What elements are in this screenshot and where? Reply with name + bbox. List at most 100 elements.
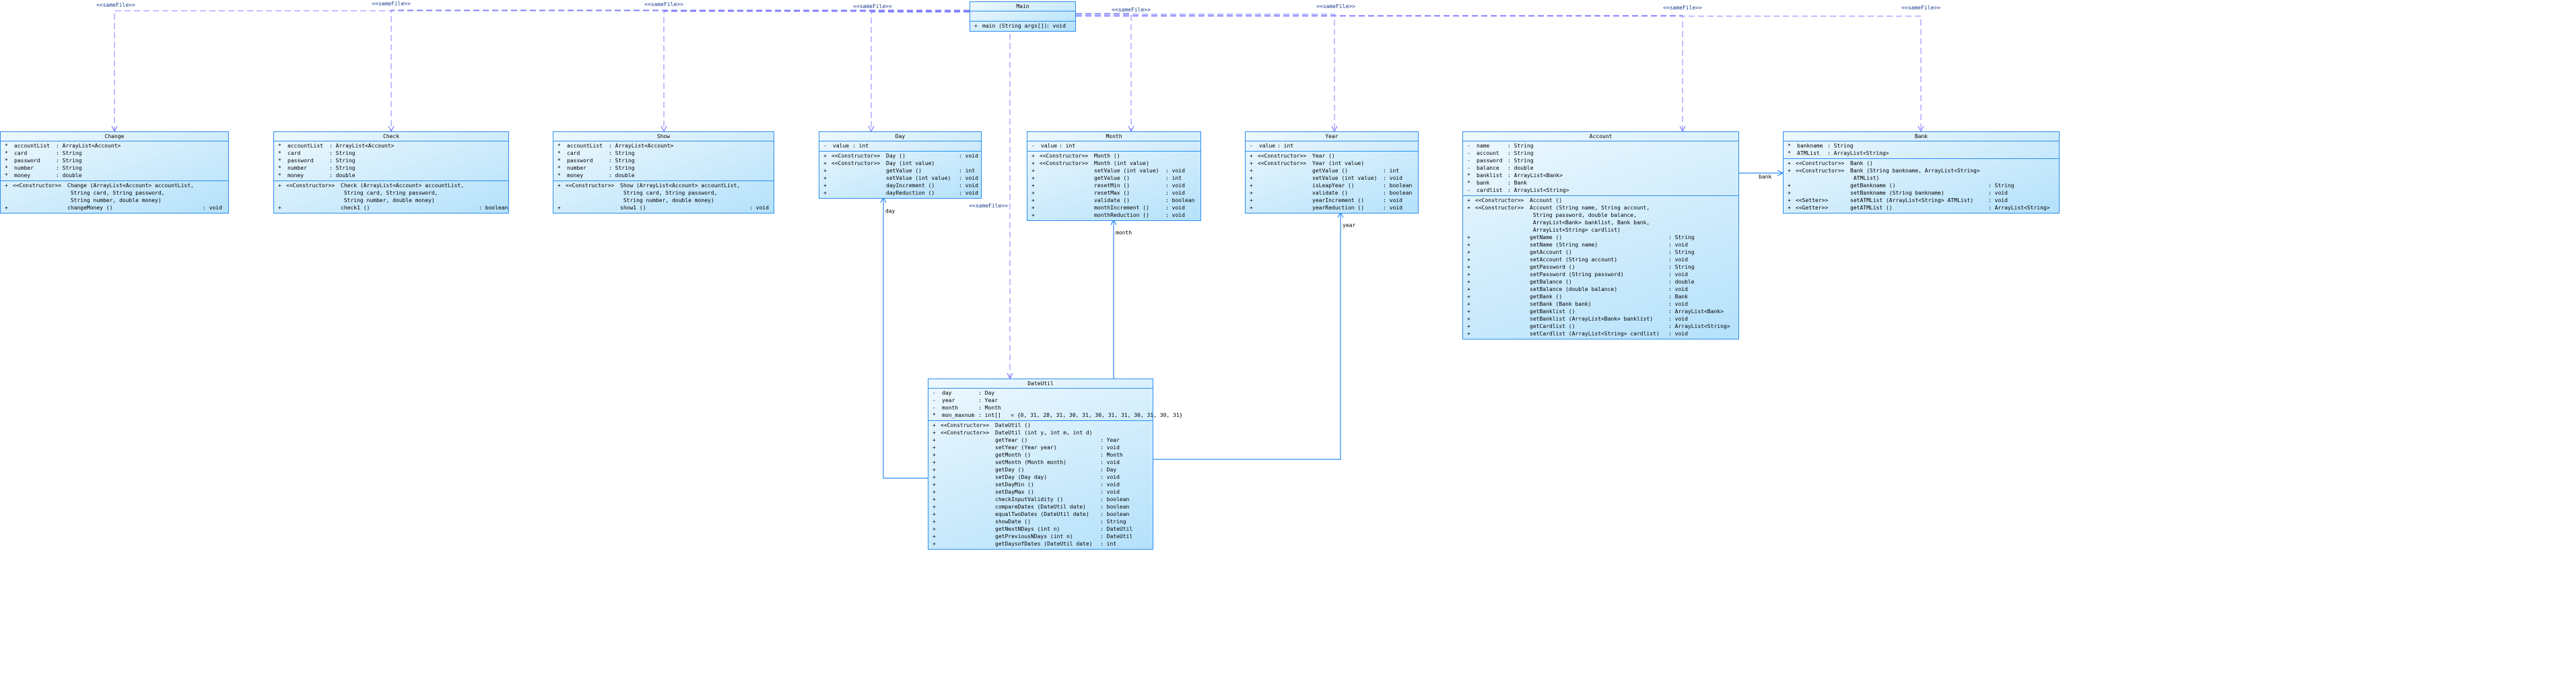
operation-row[interactable]: + checkInputValidity () boolean (933, 496, 1153, 503)
operation-row[interactable]: + check1 () boolean (278, 204, 508, 211)
attribute-row: -valueint (1250, 142, 1418, 150)
operation-row[interactable]: + dayIncrement () void (823, 182, 981, 189)
operation-row[interactable]: + <<Setter>> setATMList (ArrayList<String>… (1788, 197, 2059, 204)
operation-row[interactable]: + setDayMax () void (933, 488, 1153, 496)
visibility-marker: + (933, 445, 936, 451)
operation-row[interactable]: + <<Constructor>> Year () (1250, 152, 1418, 160)
operation-row[interactable]: + setBankname (String bankname) void (1788, 189, 2059, 197)
operation-row[interactable]: + <<Constructor>> Day () void (823, 152, 981, 160)
operation-row[interactable]: + setAccount (String account) void (1467, 256, 1738, 263)
operation-row[interactable]: + setBalance (double balance) void (1467, 286, 1738, 293)
operation-row[interactable]: + resetMin () void (1031, 182, 1200, 189)
class-month[interactable]: Month-valueint+<<Constructor>>Month ()+<… (1027, 131, 1201, 221)
operation-row[interactable]: + getBanklist () ArrayList<Bank> (1467, 308, 1738, 315)
operation-row[interactable]: + getNextNDays (int n) DateUtil (933, 525, 1153, 533)
operation-row[interactable]: + main (String args[])void (974, 22, 1075, 30)
class-dateutil[interactable]: DateUtil-dayDay-yearYear-monthMonth*mon_… (928, 379, 1182, 550)
operation-row[interactable]: + getCardlist () ArrayList<String> (1467, 323, 1738, 330)
operation-row[interactable]: + <<Constructor>> Change (ArrayList<Accoun… (5, 182, 228, 204)
class-title: Show (553, 132, 774, 141)
operation-row[interactable]: + <<Constructor>> Bank () (1788, 160, 2059, 167)
operation-row[interactable]: + equalTwoDates (DateUtil date) boolean (933, 511, 1153, 518)
operation-row[interactable]: + compareDates (DateUtil date) boolean (933, 503, 1153, 511)
operation-stereotype (1258, 189, 1312, 197)
visibility-marker: * (278, 143, 281, 149)
operation-row[interactable]: + <<Constructor>> Month (int value) (1031, 160, 1200, 167)
operation-row[interactable]: + <<Constructor>> Account (String name, St… (1467, 204, 1738, 234)
operation-row[interactable]: + <<Constructor>> Bank (String bankname, A… (1788, 167, 2059, 182)
operation-row[interactable]: + getValue () int (1250, 167, 1418, 174)
operation-row[interactable]: + <<Constructor>> DateUtil (int y, int m, … (933, 429, 1153, 436)
operation-row[interactable]: + yearIncrement () void (1250, 197, 1418, 204)
operation-row[interactable]: + show1 () void (557, 204, 774, 211)
operation-row[interactable]: + setDay (Day day) void (933, 474, 1153, 481)
operation-row[interactable]: + <<Constructor>> Show (ArrayList<Account>… (557, 182, 774, 204)
operation-return-type (1100, 422, 1153, 429)
operation-row[interactable]: + setBank (Bank bank) void (1467, 300, 1738, 308)
operation-row[interactable]: + <<Constructor>> Year (int value) (1250, 160, 1418, 167)
operation-row[interactable]: + getBank () Bank (1467, 293, 1738, 300)
operation-row[interactable]: + showDate () String (933, 518, 1153, 525)
visibility-marker: + (823, 175, 827, 181)
operation-row[interactable]: + getAccount () String (1467, 249, 1738, 256)
operation-row[interactable]: + <<Constructor>> Day (int value) (823, 160, 981, 167)
visibility-marker: + (1467, 286, 1470, 292)
operation-stereotype (1475, 308, 1530, 315)
operation-row[interactable]: + getYear () Year (933, 436, 1153, 444)
operation-row[interactable]: + getPassword () String (1467, 263, 1738, 271)
dependency-line-main-to-day (871, 11, 970, 131)
operation-row[interactable]: + <<Constructor>> Check (ArrayList<Account… (278, 182, 508, 204)
operation-stereotype (941, 503, 995, 511)
class-day[interactable]: Day-valueint+<<Constructor>>Day ()void+<… (819, 131, 982, 199)
class-account[interactable]: Account - name String - account String - passwor… (1462, 131, 1739, 339)
operation-stereotype (941, 451, 995, 459)
operation-row[interactable]: + getValue () int (823, 167, 981, 174)
operation-signature: getValue () (1312, 168, 1348, 174)
attribute-name: number (14, 165, 34, 171)
operation-row[interactable]: + setValue (int value) void (1250, 174, 1418, 182)
operation-row[interactable]: + getDaysofDates (DateUtil date) int (933, 540, 1153, 548)
class-bank[interactable]: Bank * bankname String * ATMList ArrayList<Str… (1783, 131, 2060, 214)
class-check[interactable]: Check * accountList ArrayList<Account> * card… (273, 131, 509, 214)
operation-row[interactable]: + <<Constructor>> Account () (1467, 197, 1738, 204)
class-show[interactable]: Show * accountList ArrayList<Account> * card S… (553, 131, 774, 214)
class-change[interactable]: Change * accountList ArrayList<Account> * car… (0, 131, 229, 214)
operation-row[interactable]: + setValue (int value) void (1031, 167, 1200, 174)
attribute-type: String (56, 165, 82, 171)
operation-stereotype (832, 174, 886, 182)
operation-row[interactable]: + changeMoney () void (5, 204, 228, 211)
operation-row[interactable]: + getName () String (1467, 234, 1738, 241)
operation-row[interactable]: + getValue () int (1031, 174, 1200, 182)
operation-row[interactable]: + getPreviousNDays (int n) DateUtil (933, 533, 1153, 540)
operation-row[interactable]: + <<Constructor>> Month () (1031, 152, 1200, 160)
operation-row[interactable]: + isLeapYear () boolean (1250, 182, 1418, 189)
operation-row[interactable]: + validate () boolean (1250, 189, 1418, 197)
class-year[interactable]: Year-valueint+<<Constructor>>Year ()+<<C… (1245, 131, 1419, 214)
operation-row[interactable]: + setCardlist (ArrayList<String> cardlist… (1467, 330, 1738, 337)
operation-row[interactable]: + setMonth (Month month) void (933, 459, 1153, 466)
operation-row[interactable]: + setPassword (String password) void (1467, 271, 1738, 278)
operation-row[interactable]: + getBalance () double (1467, 278, 1738, 286)
operation-row[interactable]: + getDay () Day (933, 466, 1153, 474)
operation-row[interactable]: + getMonth () Month (933, 451, 1153, 459)
operation-section: + <<Constructor>> Change (ArrayList<Accoun… (1, 181, 228, 213)
operation-row[interactable]: + <<Constructor>> DateUtil () (933, 422, 1153, 429)
operation-row[interactable]: + setName (String name) void (1467, 241, 1738, 249)
operation-signature: setValue (int value) (886, 175, 951, 181)
operation-row[interactable]: + resetMax () void (1031, 189, 1200, 197)
class-main[interactable]: Main + main (String args[])void (970, 1, 1076, 32)
operation-row[interactable]: + setDayMin () void (933, 481, 1153, 488)
operation-row[interactable]: + setBanklist (ArrayList<Bank> banklist) v… (1467, 315, 1738, 323)
visibility-marker: + (933, 489, 936, 495)
operation-signature: yearIncrement () (1312, 197, 1365, 203)
operation-row[interactable]: + <<Getter>> getATMList () ArrayList<String… (1788, 204, 2059, 211)
operation-row[interactable]: + validate () boolean (1031, 197, 1200, 204)
operation-row[interactable]: + setYear (Year year) void (933, 444, 1153, 451)
operation-row[interactable]: + monthReduction () void (1031, 211, 1200, 219)
operation-row[interactable]: + yearReduction () void (1250, 204, 1418, 211)
operation-row[interactable]: + dayReduction () void (823, 189, 981, 197)
operation-row[interactable]: + monthIncrement () void (1031, 204, 1200, 211)
operation-row[interactable]: + getBankname () String (1788, 182, 2059, 189)
operation-row[interactable]: + setValue (int value) void (823, 174, 981, 182)
